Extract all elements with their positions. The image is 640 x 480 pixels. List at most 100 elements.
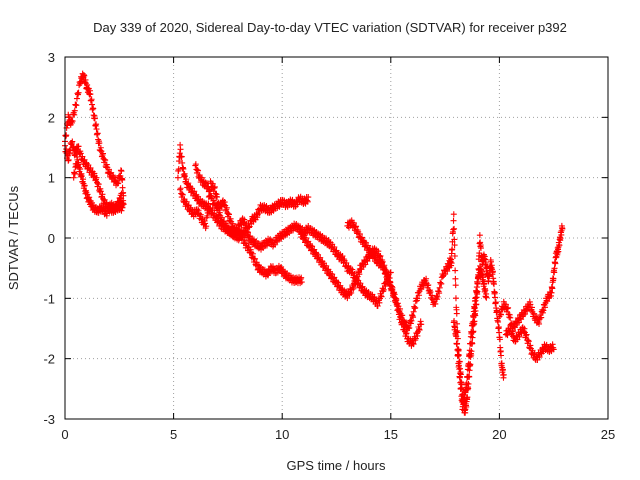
data-point xyxy=(540,307,547,314)
data-point xyxy=(81,182,88,189)
data-point xyxy=(451,253,458,260)
data-point xyxy=(549,285,556,292)
data-point xyxy=(416,326,423,333)
y-tick-label: -2 xyxy=(43,352,55,367)
plot-frame xyxy=(64,56,609,420)
data-point xyxy=(91,115,98,122)
chart-title: Day 339 of 2020, Sidereal Day-to-day VTE… xyxy=(93,20,567,35)
data-point xyxy=(495,323,502,330)
data-point xyxy=(206,186,213,193)
data-point xyxy=(482,259,489,266)
series-group xyxy=(344,217,455,333)
data-point xyxy=(476,232,483,239)
data-point xyxy=(89,101,96,108)
data-point xyxy=(483,294,490,301)
data-point xyxy=(478,266,485,273)
data-points xyxy=(62,70,566,416)
data-point xyxy=(450,226,457,233)
data-point xyxy=(197,211,204,218)
data-point xyxy=(67,140,74,147)
data-point xyxy=(485,277,492,284)
data-point xyxy=(461,394,468,401)
data-point xyxy=(457,379,464,386)
data-point xyxy=(468,329,475,336)
data-point xyxy=(177,146,184,153)
data-point xyxy=(399,312,406,319)
data-point xyxy=(94,130,101,137)
data-point xyxy=(225,211,232,218)
data-point xyxy=(93,126,100,133)
data-point xyxy=(73,95,80,102)
x-tick-label: 15 xyxy=(384,427,398,442)
data-point xyxy=(464,373,471,380)
data-point xyxy=(453,333,460,340)
data-point xyxy=(451,225,458,232)
data-point xyxy=(204,209,211,216)
data-point xyxy=(559,225,566,232)
data-point xyxy=(378,293,385,300)
data-point xyxy=(408,317,415,324)
data-point xyxy=(178,153,185,160)
y-tick-label: 0 xyxy=(48,231,55,246)
data-point xyxy=(500,371,507,378)
data-point xyxy=(385,272,392,279)
data-point xyxy=(457,373,464,380)
data-point xyxy=(87,91,94,98)
data-point xyxy=(452,282,459,289)
data-point xyxy=(471,304,478,311)
data-point xyxy=(118,195,125,202)
data-point xyxy=(495,318,502,325)
data-point xyxy=(406,324,413,331)
data-point xyxy=(487,258,494,265)
data-point xyxy=(410,308,417,315)
data-point xyxy=(387,279,394,286)
data-point xyxy=(223,204,230,211)
data-point xyxy=(65,157,72,164)
data-point xyxy=(379,259,386,266)
data-point xyxy=(434,293,441,300)
data-point xyxy=(391,289,398,296)
y-tick-label: 3 xyxy=(48,50,55,65)
data-point xyxy=(467,340,474,347)
series-group xyxy=(192,161,394,309)
data-point xyxy=(458,386,465,393)
data-point xyxy=(350,285,357,292)
data-point xyxy=(450,211,457,218)
data-point xyxy=(305,194,312,201)
data-point xyxy=(436,284,443,291)
data-point xyxy=(177,185,184,192)
data-point xyxy=(550,275,557,282)
data-point xyxy=(462,387,469,394)
x-tick-label: 20 xyxy=(492,427,506,442)
data-point xyxy=(179,159,186,166)
grid-lines xyxy=(65,57,608,419)
data-point xyxy=(507,314,514,321)
data-point xyxy=(449,246,456,253)
data-point xyxy=(477,245,484,252)
data-point xyxy=(466,352,473,359)
data-point xyxy=(63,132,70,139)
data-point xyxy=(352,280,359,287)
data-point xyxy=(78,156,85,163)
x-tick-label: 0 xyxy=(61,427,68,442)
data-point xyxy=(454,340,461,347)
data-point xyxy=(100,150,107,157)
data-point xyxy=(463,380,470,387)
data-point xyxy=(505,304,512,311)
data-point xyxy=(551,265,558,272)
data-point xyxy=(436,290,443,297)
data-point xyxy=(498,311,505,318)
series-group xyxy=(70,153,125,219)
data-point xyxy=(410,341,417,348)
data-point xyxy=(492,294,499,301)
data-point xyxy=(490,281,497,288)
data-point xyxy=(489,268,496,275)
data-point xyxy=(412,304,419,311)
data-point xyxy=(479,271,486,278)
data-point xyxy=(418,321,425,328)
data-point xyxy=(550,346,557,353)
data-point xyxy=(69,118,76,125)
data-point xyxy=(118,168,125,175)
data-point xyxy=(118,190,125,197)
